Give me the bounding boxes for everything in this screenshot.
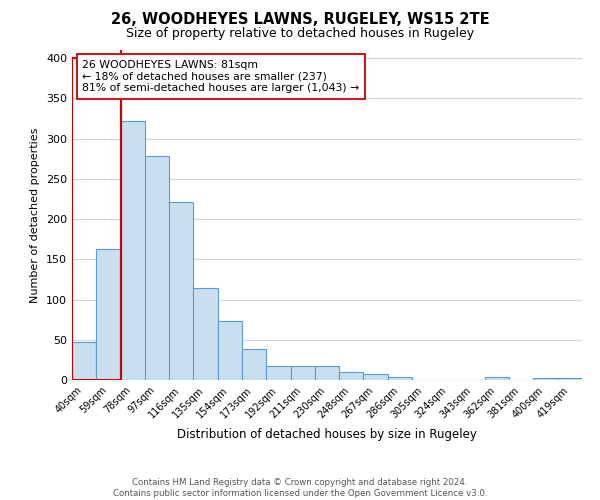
Bar <box>193 288 218 380</box>
Bar <box>96 249 121 380</box>
Y-axis label: Number of detached properties: Number of detached properties <box>31 128 40 302</box>
Bar <box>364 374 388 380</box>
Bar <box>218 321 242 380</box>
Bar <box>339 372 364 380</box>
Text: Contains HM Land Registry data © Crown copyright and database right 2024.
Contai: Contains HM Land Registry data © Crown c… <box>113 478 487 498</box>
Bar <box>388 377 412 380</box>
Bar <box>533 378 558 380</box>
Text: Size of property relative to detached houses in Rugeley: Size of property relative to detached ho… <box>126 28 474 40</box>
Bar <box>72 58 121 380</box>
Bar <box>169 202 193 380</box>
Bar <box>266 366 290 380</box>
Bar <box>558 378 582 380</box>
Bar <box>72 342 96 380</box>
Bar <box>145 156 169 380</box>
Bar <box>121 121 145 380</box>
Bar <box>242 348 266 380</box>
X-axis label: Distribution of detached houses by size in Rugeley: Distribution of detached houses by size … <box>177 428 477 441</box>
Text: 26, WOODHEYES LAWNS, RUGELEY, WS15 2TE: 26, WOODHEYES LAWNS, RUGELEY, WS15 2TE <box>110 12 490 28</box>
Bar <box>315 366 339 380</box>
Text: 26 WOODHEYES LAWNS: 81sqm
← 18% of detached houses are smaller (237)
81% of semi: 26 WOODHEYES LAWNS: 81sqm ← 18% of detac… <box>82 60 359 93</box>
Bar <box>485 377 509 380</box>
Bar <box>290 366 315 380</box>
